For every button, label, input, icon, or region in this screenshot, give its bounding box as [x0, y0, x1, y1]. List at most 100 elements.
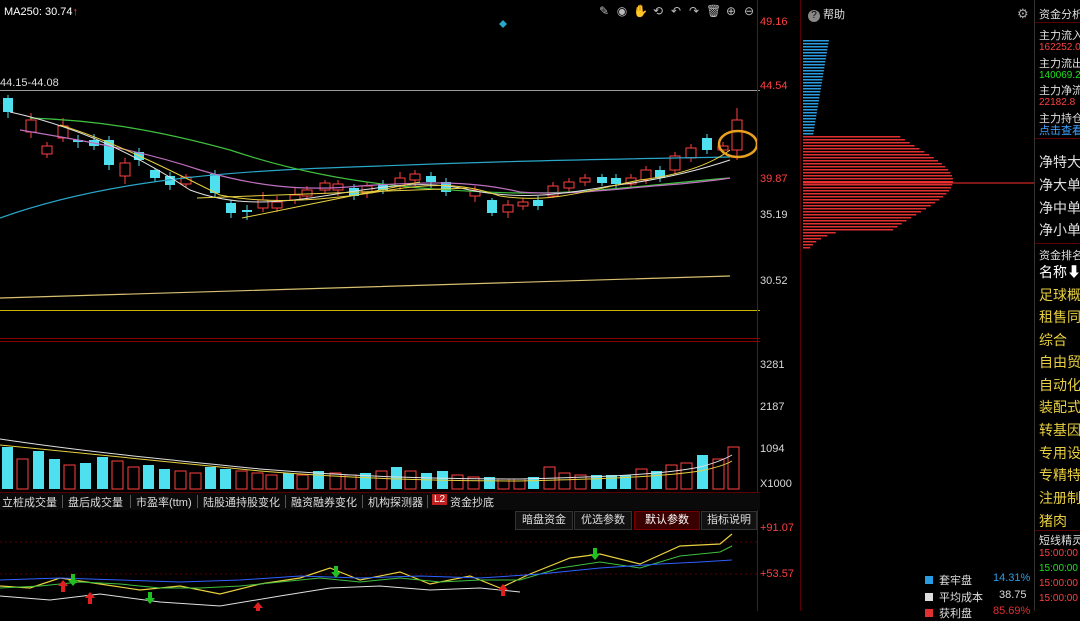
volume-bar — [80, 463, 91, 489]
chip-bar — [803, 247, 810, 249]
chip-bar — [803, 121, 815, 123]
candle-body — [410, 174, 420, 180]
rank-item[interactable]: 专用设备 — [1039, 443, 1080, 463]
rank-item[interactable]: 专精特新 — [1039, 465, 1080, 485]
price-tick: 30.52 — [760, 275, 788, 287]
tab-lizhuang-volume[interactable]: 立桩成交量 — [2, 494, 57, 510]
chip-bar — [803, 58, 826, 60]
chip-bar — [803, 40, 829, 42]
legend-label: 获利盘 — [939, 608, 972, 620]
chip-bar — [803, 109, 817, 111]
tab-margin-change[interactable]: 融资融券变化 — [291, 494, 357, 510]
candle-body — [702, 138, 712, 150]
legend-label: 套牢盘 — [939, 575, 972, 587]
chip-bar — [803, 70, 824, 72]
chip-bar — [803, 151, 924, 153]
indicator-chart[interactable] — [0, 528, 757, 611]
candle-body — [258, 200, 268, 208]
fund-row: 22182.8 — [1039, 97, 1075, 108]
kline-chart-area[interactable]: ✎ ◉ ✋ ⟲ ↶ ↷ 🗑 ⊕ ⊖ MA250: 30.74↑ 44.15-44… — [0, 0, 800, 611]
chip-bar — [803, 214, 916, 216]
net-row: 净特大单 — [1039, 152, 1080, 172]
volume-bar — [376, 471, 387, 489]
rank-item[interactable]: 足球概念 — [1039, 285, 1080, 305]
chip-bar — [803, 46, 828, 48]
rank-item[interactable]: 注册制 — [1039, 488, 1080, 508]
rank-item[interactable]: 自由贸易 — [1039, 352, 1080, 372]
indicator-tick: +53.57 — [760, 568, 794, 580]
fund-view-link[interactable]: 点击查看 — [1039, 122, 1080, 138]
volume-bar — [112, 461, 123, 489]
candlestick-chart[interactable] — [0, 0, 757, 338]
chip-distribution-chart — [803, 0, 1034, 611]
candle-body — [42, 146, 52, 154]
short-time: 15:00:00 — [1039, 578, 1078, 589]
chip-bar — [803, 223, 902, 225]
tab-pe-ttm[interactable]: 市盈率(ttm) — [136, 494, 192, 510]
chip-bar — [803, 226, 897, 228]
chip-bar — [803, 43, 828, 45]
rank-item[interactable]: 租售同权 — [1039, 307, 1080, 327]
fund-row: 主力流入 — [1039, 27, 1080, 43]
gear-icon[interactable]: ⚙ — [1017, 6, 1029, 22]
chip-bar — [803, 169, 948, 171]
chip-bar — [803, 160, 938, 162]
candle-body — [487, 200, 497, 213]
tab-institution-detector[interactable]: 机构探测器 — [368, 494, 423, 510]
rank-item[interactable]: 装配式建筑 — [1039, 397, 1080, 417]
chip-bar — [803, 202, 935, 204]
candle-body — [426, 176, 436, 182]
chip-bar — [803, 112, 817, 114]
chip-bar — [803, 61, 825, 63]
chip-bar — [803, 145, 915, 147]
chip-bar — [803, 181, 953, 183]
tab-fund-bottom[interactable]: 资金抄底 — [450, 494, 494, 510]
chip-bar — [803, 166, 945, 168]
rank-header[interactable]: 名称⬇ — [1039, 262, 1080, 282]
rank-item[interactable]: 猪肉 — [1039, 511, 1067, 531]
candle-body — [210, 174, 220, 193]
candle-body — [320, 183, 330, 190]
volume-bar — [143, 465, 154, 489]
tab-after-hours-volume[interactable]: 盘后成交量 — [68, 494, 123, 510]
volume-bar — [606, 475, 617, 489]
legend-swatch — [925, 593, 933, 601]
candle-body — [3, 98, 13, 112]
tab-divider — [62, 495, 63, 508]
chip-bar — [803, 136, 900, 138]
volume-bar — [190, 473, 201, 489]
rank-item[interactable]: 自动化设备 — [1039, 375, 1080, 395]
volume-bar — [452, 475, 463, 489]
net-row: 净中单 — [1039, 198, 1080, 218]
net-row: 净小单 — [1039, 220, 1080, 240]
volume-bar — [681, 463, 692, 489]
chip-bar — [803, 172, 950, 174]
tab-divider — [362, 495, 363, 508]
chip-bar — [803, 148, 920, 150]
rank-item[interactable]: 转基因 — [1039, 420, 1080, 440]
chip-bar — [803, 49, 827, 51]
chip-bar — [803, 229, 893, 231]
chip-bar — [803, 187, 951, 189]
candle-body — [580, 178, 590, 182]
volume-bar — [175, 471, 186, 489]
price-tick: 44.54 — [760, 80, 788, 92]
volume-bar — [728, 447, 739, 489]
rank-item[interactable]: 综合 — [1039, 330, 1067, 350]
candle-body — [226, 203, 236, 213]
volume-chart[interactable] — [0, 341, 757, 491]
volume-bar — [17, 459, 28, 489]
short-time: 15:00:00 — [1039, 548, 1078, 559]
volume-bar — [33, 451, 44, 489]
tab-divider — [427, 495, 428, 508]
chip-bar — [803, 64, 825, 66]
help-button[interactable]: ? 帮助 — [808, 6, 845, 22]
chip-bar — [803, 73, 823, 75]
help-label: 帮助 — [823, 9, 845, 21]
candle-body — [120, 163, 130, 176]
volume-bar — [421, 473, 432, 489]
volume-bar — [159, 469, 170, 489]
chip-bar — [803, 238, 821, 240]
volume-bar — [266, 475, 277, 489]
tab-northbound-holdings[interactable]: 陆股通持股变化 — [203, 494, 280, 510]
